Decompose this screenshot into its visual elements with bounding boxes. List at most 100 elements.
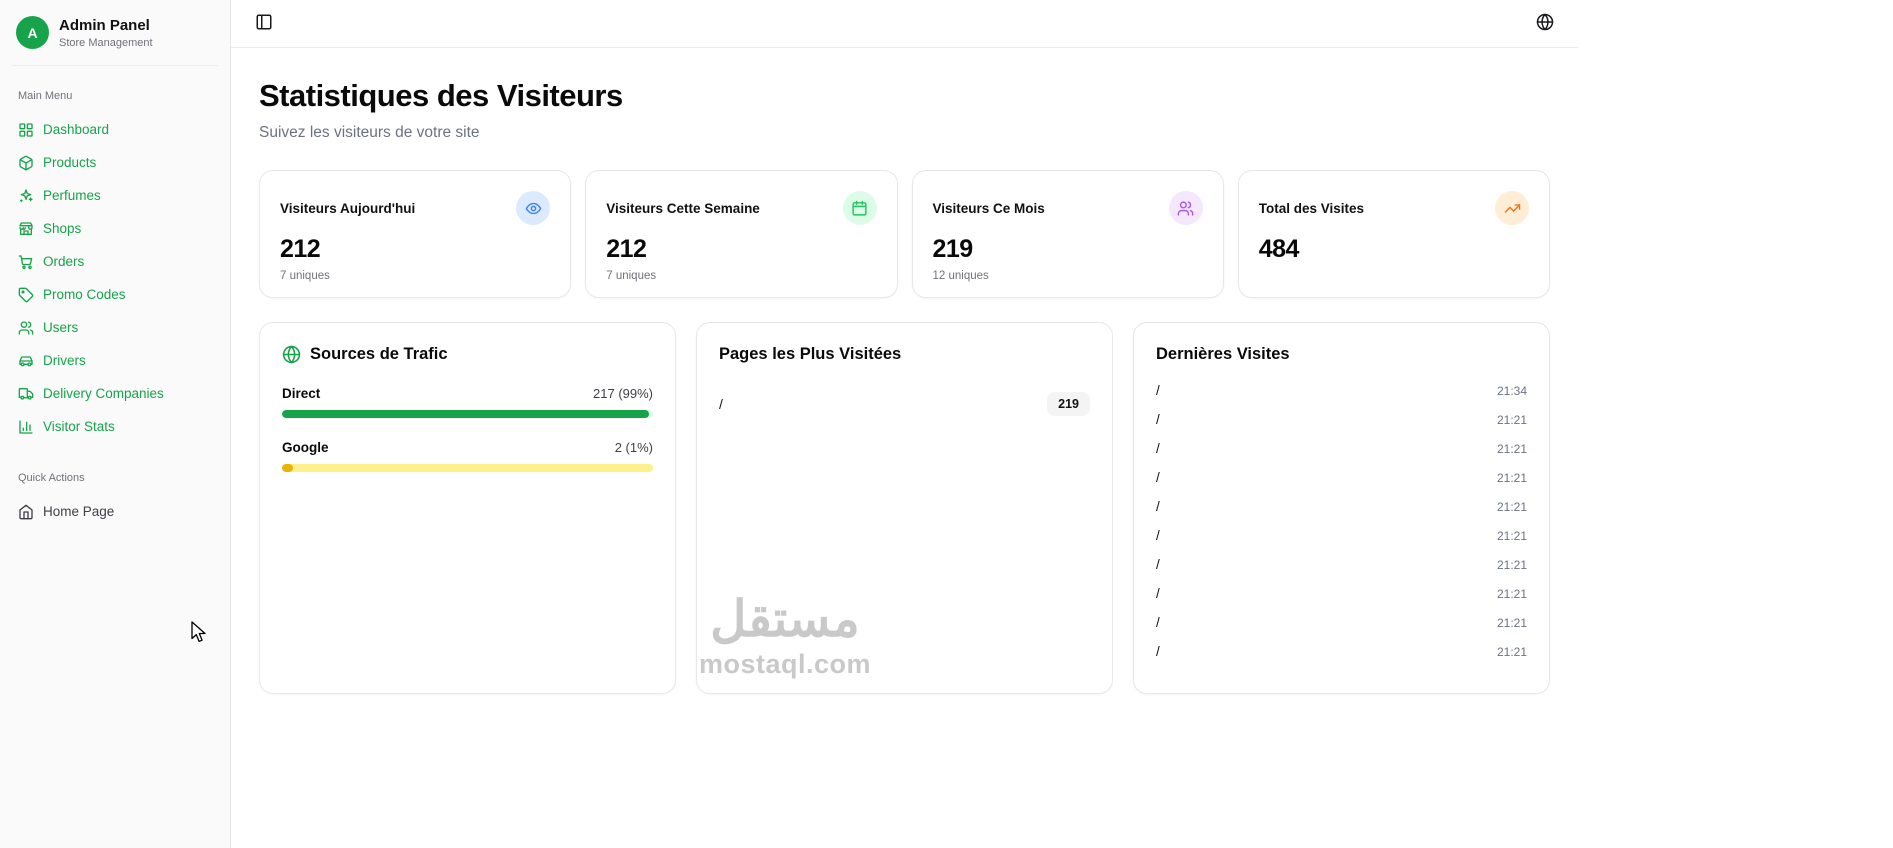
traffic-bar-fill	[282, 464, 294, 472]
brand-subtitle: Store Management	[59, 36, 153, 49]
visit-row: / 21:21	[1156, 579, 1527, 608]
visit-path: /	[1156, 412, 1160, 427]
visit-time: 21:21	[1496, 499, 1527, 514]
sidebar-item-promo-codes[interactable]: Promo Codes	[12, 279, 218, 310]
stat-card-value: 212	[280, 235, 321, 263]
sidebar-item-label: Home Page	[43, 504, 115, 519]
perfume-sparkles-icon	[18, 188, 34, 204]
sidebar-item-label: Dashboard	[43, 122, 110, 137]
sidebar-item-perfumes[interactable]: Perfumes	[12, 180, 218, 211]
visit-time: 21:21	[1496, 557, 1527, 572]
visit-row: / 21:34	[1156, 376, 1527, 405]
topbar	[231, 0, 1578, 48]
bar-chart-icon	[18, 419, 34, 435]
traffic-bar-fill	[282, 410, 650, 418]
traffic-source-value: 217 (99%)	[593, 386, 653, 401]
stat-card-value: 219	[932, 235, 974, 263]
visit-path: /	[1156, 644, 1160, 659]
traffic-bar-track	[282, 464, 653, 472]
main-menu-nav: Dashboard Products Perfumes Shops Orders…	[12, 114, 218, 442]
sidebar-item-dashboard[interactable]: Dashboard	[12, 114, 218, 145]
visit-path: /	[1156, 528, 1160, 543]
dashboard-grid-icon	[18, 122, 34, 138]
sidebar-item-delivery-companies[interactable]: Delivery Companies	[12, 378, 218, 409]
brand: A Admin Panel Store Management	[12, 14, 218, 66]
bottom-grid: Sources de Trafic Direct 217 (99%)	[259, 322, 1550, 694]
visit-path: /	[1156, 441, 1160, 456]
cart-icon	[18, 254, 34, 270]
sidebar-item-home-page[interactable]: Home Page	[12, 496, 218, 527]
users-icon	[1168, 191, 1203, 225]
eye-icon	[516, 191, 551, 225]
visit-time: 21:21	[1496, 644, 1527, 659]
sidebar-item-label: Delivery Companies	[43, 386, 164, 401]
sidebar-item-drivers[interactable]: Drivers	[12, 345, 218, 376]
visit-row: / 21:21	[1156, 434, 1527, 463]
top-page-path: /	[719, 396, 723, 412]
visit-time: 21:21	[1496, 470, 1527, 485]
trending-up-icon	[1495, 191, 1529, 225]
sidebar-toggle-button[interactable]	[255, 13, 273, 34]
visit-path: /	[1156, 470, 1160, 485]
globe-icon	[282, 345, 301, 364]
sidebar-item-products[interactable]: Products	[12, 147, 218, 178]
stat-card-value: 484	[1258, 235, 1300, 263]
language-globe-button[interactable]	[1536, 13, 1554, 34]
visit-path: /	[1156, 557, 1160, 572]
section-label-main-menu: Main Menu	[18, 90, 73, 102]
stat-card-label: Visiteurs Aujourd'hui	[280, 200, 416, 216]
sidebar-item-label: Shops	[43, 221, 82, 236]
top-pages-title: Pages les Plus Visitées	[719, 345, 902, 363]
visit-path: /	[1156, 615, 1160, 630]
calendar-icon	[842, 191, 877, 225]
top-page-row: / 219	[719, 392, 1090, 416]
sidebar: A Admin Panel Store Management Main Menu…	[0, 0, 231, 848]
globe-icon	[1536, 13, 1554, 34]
traffic-source-value: 2 (1%)	[614, 440, 653, 455]
sidebar-item-label: Perfumes	[43, 188, 101, 203]
stat-card-sub: 7 uniques	[606, 270, 657, 282]
traffic-source-name: Direct	[282, 386, 321, 401]
sidebar-item-shops[interactable]: Shops	[12, 213, 218, 244]
stat-card-label: Visiteurs Ce Mois	[932, 200, 1045, 216]
stat-card-total-visits: Total des Visites 484	[1237, 170, 1550, 298]
stat-card-visitors-month: Visiteurs Ce Mois 219 12 uniques	[911, 170, 1224, 298]
visit-row: / 21:21	[1156, 492, 1527, 521]
package-icon	[18, 155, 34, 171]
visit-row: / 21:21	[1156, 463, 1527, 492]
page-subtitle: Suivez les visiteurs de votre site	[259, 124, 480, 141]
sidebar-item-label: Promo Codes	[43, 287, 126, 302]
admin-app: A Admin Panel Store Management Main Menu…	[0, 0, 1578, 848]
visit-time: 21:21	[1496, 412, 1527, 427]
top-pages-card: Pages les Plus Visitées / 219	[696, 322, 1113, 694]
panel-left-icon	[255, 13, 273, 34]
sidebar-item-label: Visitor Stats	[43, 419, 115, 434]
visit-row: / 21:21	[1156, 521, 1527, 550]
sidebar-item-label: Drivers	[43, 353, 86, 368]
recent-visits-list: / 21:34 / 21:21 / 21:21 / 21:21 / 21:21 / 21:2…	[1156, 376, 1527, 666]
recent-visits-card: Dernières Visites / 21:34 / 21:21 / 21:21 /…	[1133, 322, 1550, 694]
visit-path: /	[1156, 499, 1160, 514]
sidebar-item-orders[interactable]: Orders	[12, 246, 218, 277]
car-icon	[18, 353, 34, 369]
users-icon	[18, 320, 34, 336]
visit-row: / 21:21	[1156, 608, 1527, 637]
stat-card-visitors-today: Visiteurs Aujourd'hui 212 7 uniques	[259, 170, 572, 298]
page-title: Statistiques des Visiteurs	[259, 78, 623, 113]
traffic-bar-track	[282, 410, 653, 418]
traffic-source-name: Google	[282, 440, 329, 455]
stat-card-sub: 12 uniques	[932, 270, 989, 282]
visit-path: /	[1156, 383, 1160, 398]
visit-time: 21:21	[1496, 528, 1527, 543]
home-icon	[18, 504, 34, 520]
avatar: A	[16, 16, 49, 49]
visit-row: / 21:21	[1156, 405, 1527, 434]
sidebar-item-label: Products	[43, 155, 97, 170]
sidebar-item-users[interactable]: Users	[12, 312, 218, 343]
brand-text: Admin Panel Store Management	[59, 17, 153, 49]
traffic-row-direct: Direct 217 (99%)	[282, 386, 653, 418]
visit-row: / 21:21	[1156, 550, 1527, 579]
traffic-sources-title: Sources de Trafic	[310, 345, 448, 363]
visit-path: /	[1156, 586, 1160, 601]
sidebar-item-visitor-stats[interactable]: Visitor Stats	[12, 411, 218, 442]
